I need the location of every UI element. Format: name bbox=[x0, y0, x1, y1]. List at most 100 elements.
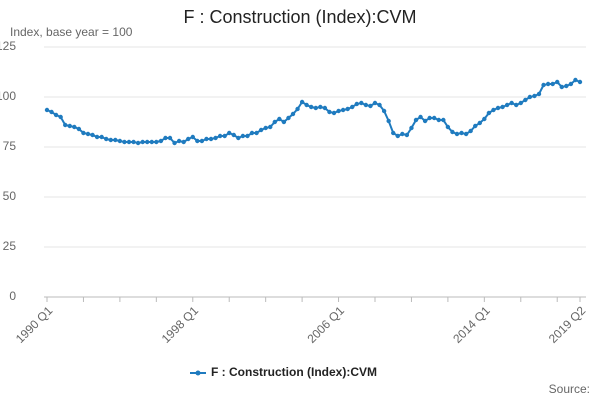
point bbox=[131, 139, 136, 145]
point bbox=[227, 130, 232, 136]
point bbox=[240, 133, 246, 139]
point bbox=[167, 135, 173, 141]
point bbox=[372, 100, 378, 106]
chart-title: F : Construction (Index):CVM bbox=[183, 7, 416, 27]
point bbox=[67, 123, 72, 129]
point bbox=[504, 102, 510, 108]
point bbox=[445, 124, 451, 130]
point bbox=[145, 139, 150, 145]
point bbox=[527, 94, 533, 100]
point bbox=[181, 139, 186, 145]
point bbox=[299, 99, 305, 105]
point bbox=[482, 116, 487, 122]
point bbox=[550, 81, 555, 87]
point bbox=[427, 115, 432, 121]
point bbox=[495, 105, 501, 111]
point bbox=[81, 130, 86, 136]
point bbox=[85, 131, 91, 137]
point bbox=[72, 124, 77, 130]
point bbox=[63, 122, 68, 128]
legend-marker bbox=[195, 370, 201, 376]
point bbox=[363, 102, 369, 108]
point bbox=[518, 100, 523, 106]
x-tick-label: 2019 Q2 bbox=[546, 303, 589, 346]
point bbox=[473, 123, 478, 129]
point bbox=[277, 116, 282, 122]
point bbox=[272, 119, 277, 125]
point bbox=[400, 131, 405, 137]
point bbox=[441, 117, 446, 123]
point bbox=[208, 136, 214, 142]
legend-label: F : Construction (Index):CVM bbox=[211, 365, 377, 379]
point bbox=[559, 84, 564, 90]
point bbox=[359, 100, 364, 106]
point bbox=[286, 115, 291, 121]
point bbox=[377, 102, 382, 108]
point bbox=[336, 108, 341, 114]
point bbox=[172, 140, 177, 146]
point bbox=[158, 138, 164, 144]
point bbox=[58, 114, 63, 120]
point bbox=[564, 83, 569, 89]
point bbox=[541, 82, 546, 88]
point bbox=[514, 102, 519, 108]
point bbox=[395, 133, 400, 139]
point bbox=[140, 139, 145, 145]
point bbox=[532, 93, 537, 99]
point bbox=[536, 91, 542, 97]
point bbox=[90, 132, 95, 138]
point bbox=[318, 104, 323, 110]
point bbox=[486, 110, 492, 116]
point bbox=[49, 109, 54, 115]
line bbox=[46, 78, 581, 145]
point bbox=[432, 115, 437, 121]
point bbox=[577, 79, 583, 85]
point bbox=[290, 111, 296, 117]
point bbox=[113, 137, 118, 143]
point bbox=[222, 133, 227, 139]
point bbox=[386, 118, 391, 124]
point bbox=[149, 139, 154, 145]
point bbox=[176, 138, 182, 144]
point bbox=[381, 108, 387, 114]
point bbox=[190, 134, 195, 140]
point bbox=[545, 81, 551, 87]
point bbox=[281, 119, 287, 125]
point bbox=[304, 102, 309, 108]
point bbox=[350, 104, 355, 110]
point bbox=[331, 110, 337, 116]
point bbox=[231, 132, 236, 138]
y-tick-label: 75 bbox=[3, 139, 17, 153]
point bbox=[436, 117, 441, 123]
point bbox=[459, 130, 464, 136]
point bbox=[122, 139, 127, 145]
point bbox=[409, 125, 414, 131]
point bbox=[468, 128, 473, 134]
point bbox=[99, 134, 104, 140]
point bbox=[555, 79, 560, 85]
point bbox=[523, 97, 528, 103]
point bbox=[213, 135, 218, 141]
point bbox=[345, 106, 350, 112]
source: Source: bbox=[549, 382, 590, 396]
point bbox=[245, 133, 250, 139]
point bbox=[450, 129, 455, 135]
point bbox=[573, 77, 578, 83]
point bbox=[340, 107, 346, 113]
point bbox=[368, 103, 373, 109]
point bbox=[126, 139, 132, 145]
point bbox=[195, 138, 200, 144]
point bbox=[104, 136, 109, 142]
point bbox=[391, 130, 396, 136]
y-tick-label: 25 bbox=[3, 239, 17, 253]
point bbox=[217, 133, 223, 139]
point bbox=[44, 107, 50, 113]
y-tick-label: 0 bbox=[9, 289, 16, 303]
point bbox=[477, 120, 482, 126]
point bbox=[422, 118, 428, 124]
point bbox=[463, 131, 469, 137]
point bbox=[404, 132, 410, 138]
point bbox=[117, 138, 123, 144]
x-tick-label: 1998 Q1 bbox=[159, 303, 202, 346]
